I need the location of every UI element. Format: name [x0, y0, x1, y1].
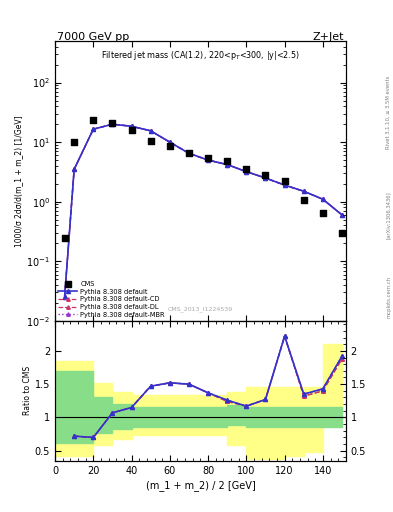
Point	[224, 157, 230, 165]
Text: Z+Jet: Z+Jet	[312, 32, 344, 42]
Point	[339, 229, 345, 237]
Text: Filtered jet mass (CA(1.2), 220<p$_T$<300, |y|<2.5): Filtered jet mass (CA(1.2), 220<p$_T$<30…	[101, 49, 300, 62]
Point	[109, 119, 116, 127]
Legend: CMS, Pythia 8.308 default, Pythia 8.308 default-CD, Pythia 8.308 default-DL, Pyt: CMS, Pythia 8.308 default, Pythia 8.308 …	[58, 281, 165, 317]
Y-axis label: 1000/σ 2dσ/d(m_1 + m_2) [1/GeV]: 1000/σ 2dσ/d(m_1 + m_2) [1/GeV]	[15, 115, 24, 247]
Text: 7000 GeV pp: 7000 GeV pp	[57, 32, 129, 42]
Text: Rivet 3.1.10, ≥ 3.5M events: Rivet 3.1.10, ≥ 3.5M events	[386, 76, 391, 150]
Point	[186, 149, 192, 157]
Y-axis label: Ratio to CMS: Ratio to CMS	[23, 366, 32, 415]
X-axis label: (m_1 + m_2) / 2 [GeV]: (m_1 + m_2) / 2 [GeV]	[145, 480, 255, 490]
Point	[205, 154, 211, 162]
Text: [arXiv:1306.3436]: [arXiv:1306.3436]	[386, 191, 391, 239]
Point	[320, 209, 326, 217]
Point	[167, 142, 173, 151]
Point	[71, 138, 77, 146]
Point	[147, 137, 154, 145]
Point	[90, 115, 96, 123]
Point	[281, 177, 288, 185]
Point	[61, 233, 68, 242]
Point	[129, 126, 135, 134]
Text: CMS_2013_I1224539: CMS_2013_I1224539	[168, 307, 233, 312]
Point	[301, 197, 307, 205]
Point	[263, 171, 269, 179]
Text: mcplots.cern.ch: mcplots.cern.ch	[386, 276, 391, 318]
Point	[243, 165, 250, 174]
